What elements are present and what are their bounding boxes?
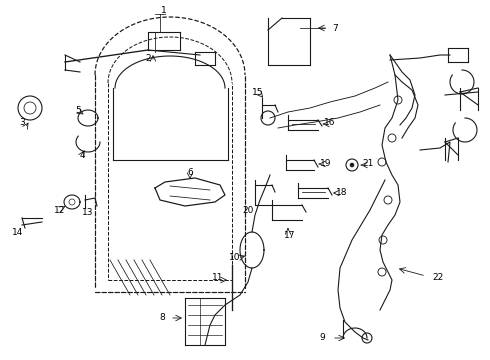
Text: 1: 1: [161, 5, 167, 14]
Text: 2: 2: [145, 54, 151, 63]
Text: 18: 18: [336, 188, 348, 197]
Text: 15: 15: [252, 87, 264, 96]
Text: 9: 9: [319, 333, 325, 342]
Text: 3: 3: [19, 117, 25, 126]
Circle shape: [350, 163, 354, 167]
Text: 22: 22: [432, 274, 443, 283]
Text: 13: 13: [82, 207, 94, 216]
Text: 4: 4: [79, 150, 85, 159]
Text: 14: 14: [12, 228, 24, 237]
Text: 6: 6: [187, 167, 193, 176]
Text: 7: 7: [332, 23, 338, 32]
Text: 5: 5: [75, 105, 81, 114]
Text: 20: 20: [243, 206, 254, 215]
Text: 19: 19: [320, 158, 332, 167]
Text: 8: 8: [159, 314, 165, 323]
Text: 12: 12: [54, 206, 66, 215]
Text: 17: 17: [284, 230, 296, 239]
Text: 11: 11: [212, 274, 224, 283]
Text: 10: 10: [229, 253, 241, 262]
Text: 21: 21: [362, 158, 374, 167]
Text: 16: 16: [324, 117, 336, 126]
